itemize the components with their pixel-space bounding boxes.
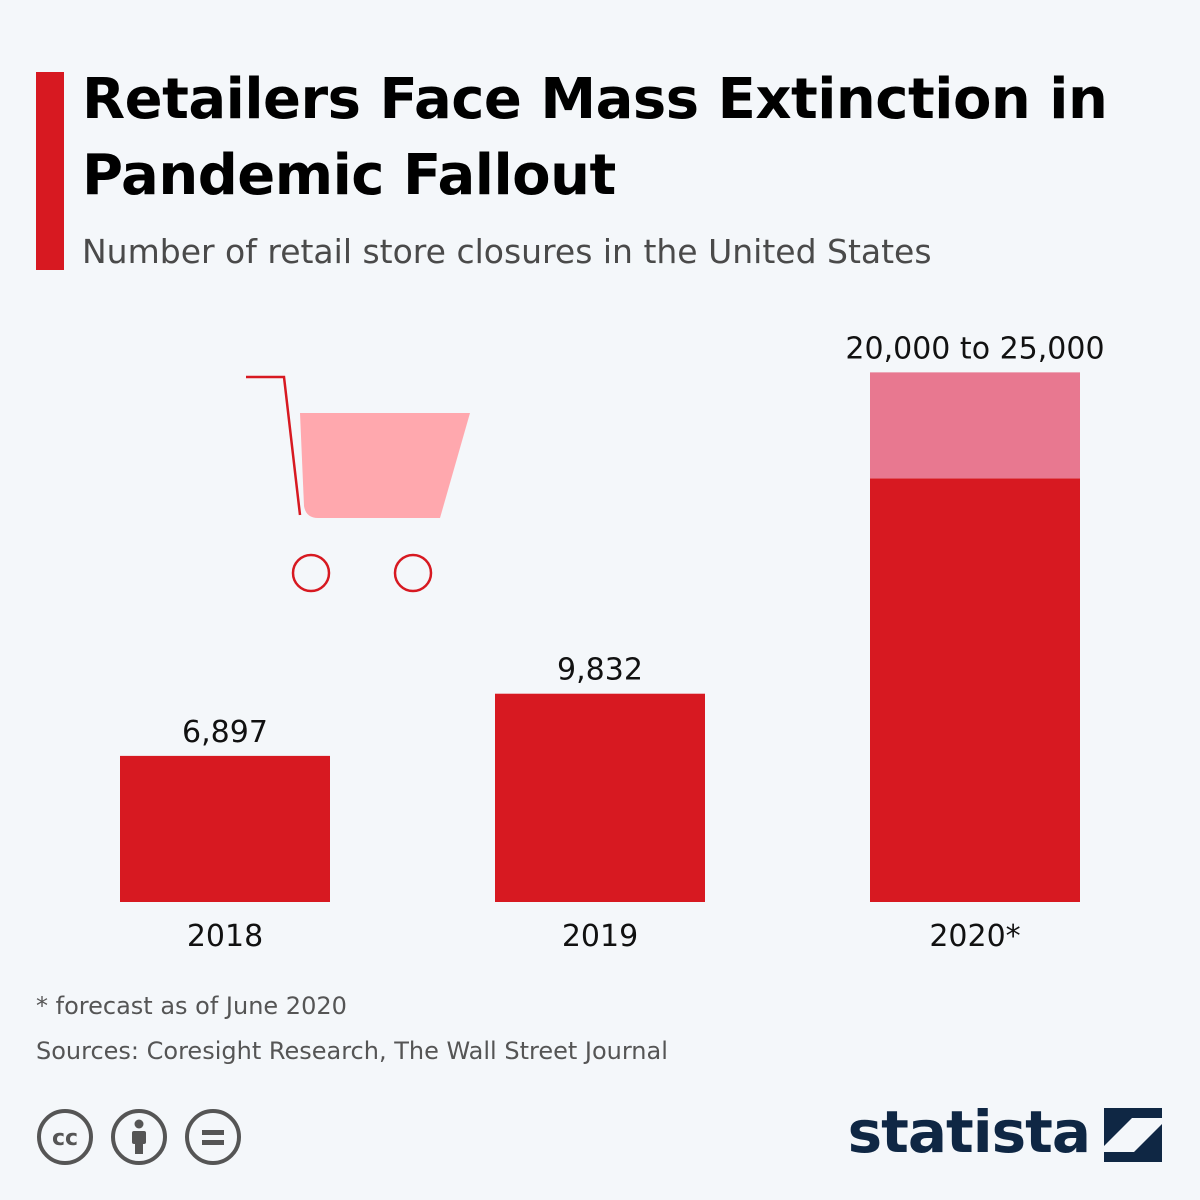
category-label-0: 2018	[187, 919, 263, 954]
bar-1	[495, 693, 705, 902]
category-label-1: 2019	[562, 919, 638, 954]
cc-icon[interactable]: cc	[36, 1108, 94, 1166]
value-label-0: 6,897	[182, 715, 268, 750]
category-label-2: 2020*	[929, 919, 1020, 954]
chart-subtitle: Number of retail store closures in the U…	[82, 232, 932, 271]
footnote: * forecast as of June 2020	[36, 992, 347, 1020]
license-icons: cc	[36, 1108, 242, 1166]
statista-logo-text[interactable]: statista	[847, 1098, 1091, 1166]
bar-2	[870, 478, 1080, 902]
statista-logo-icon	[1104, 1108, 1162, 1162]
shopping-cart-icon	[246, 375, 470, 593]
value-label-1: 9,832	[557, 653, 643, 688]
range-bar-2	[870, 372, 1080, 479]
chart-title: Retailers Face Mass Extinction in Pandem…	[82, 67, 1108, 208]
svg-text:cc: cc	[52, 1126, 78, 1151]
value-label-2: 20,000 to 25,000	[845, 331, 1104, 366]
title-accent-bar	[36, 72, 64, 270]
nd-equals-icon[interactable]	[184, 1108, 242, 1166]
bar-0	[120, 755, 330, 902]
by-attribution-icon[interactable]	[110, 1108, 168, 1166]
bar-chart: 6,897 2018 9,832 2019 20,000 to 25,000 2020*	[120, 331, 1105, 954]
sources-note: Sources: Coresight Research, The Wall St…	[36, 1037, 668, 1065]
